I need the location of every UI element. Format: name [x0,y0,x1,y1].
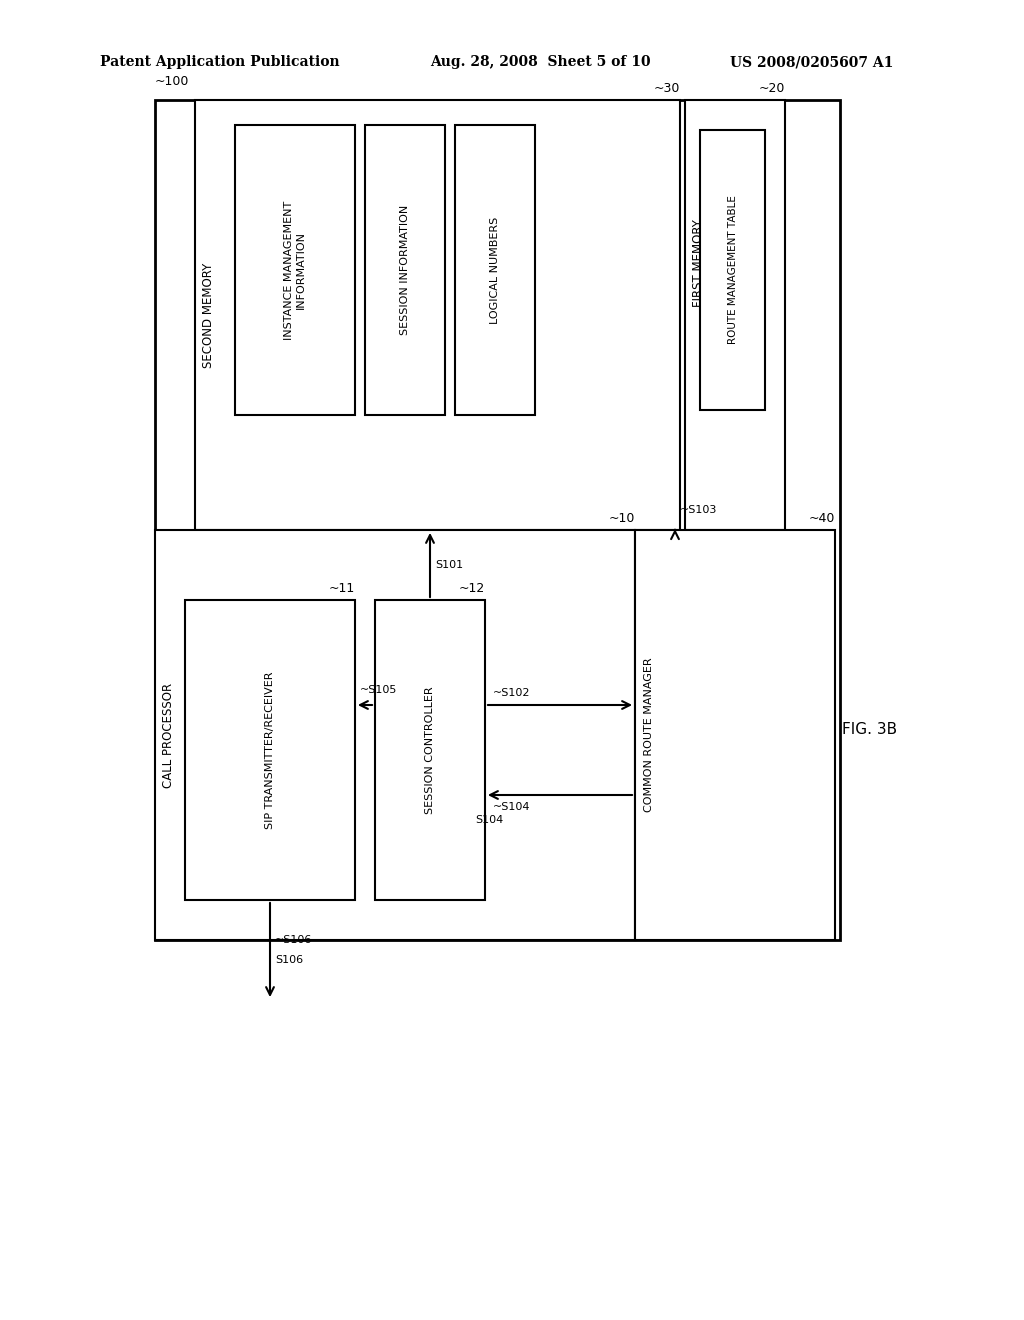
Text: CALL PROCESSOR: CALL PROCESSOR [163,682,175,788]
Bar [234,125,355,414]
Text: US 2008/0205607 A1: US 2008/0205607 A1 [730,55,893,69]
Text: SESSION INFORMATION: SESSION INFORMATION [400,205,410,335]
Text: ~S103: ~S103 [680,506,718,515]
Text: ~40: ~40 [809,512,835,525]
Text: Aug. 28, 2008  Sheet 5 of 10: Aug. 28, 2008 Sheet 5 of 10 [430,55,650,69]
Text: S101: S101 [435,560,463,570]
Text: ~S106: ~S106 [275,935,312,945]
Text: SESSION CONTROLLER: SESSION CONTROLLER [425,686,435,814]
Bar [700,129,765,411]
Bar [365,125,445,414]
Text: SECOND MEMORY: SECOND MEMORY [203,263,215,368]
Bar [635,531,835,940]
Bar [155,100,840,940]
Text: ~10: ~10 [608,512,635,525]
Text: ~12: ~12 [459,582,485,595]
Text: FIG. 3B: FIG. 3B [843,722,898,738]
Bar [155,531,635,940]
Bar [195,100,680,531]
Text: ~100: ~100 [155,75,189,88]
Text: LOGICAL NUMBERS: LOGICAL NUMBERS [490,216,500,323]
Bar [185,601,355,900]
Bar [685,100,785,531]
Text: COMMON ROUTE MANAGER: COMMON ROUTE MANAGER [644,657,654,812]
Bar [455,125,535,414]
Text: ~11: ~11 [329,582,355,595]
Text: ~S104: ~S104 [493,803,530,812]
Text: S104: S104 [475,814,503,825]
Bar [375,601,485,900]
Text: Patent Application Publication: Patent Application Publication [100,55,340,69]
Text: ~S105: ~S105 [360,685,397,696]
Text: ROUTE MANAGEMENT TABLE: ROUTE MANAGEMENT TABLE [727,195,737,345]
Text: INSTANCE MANAGEMENT
INFORMATION: INSTANCE MANAGEMENT INFORMATION [285,201,306,339]
Text: ~30: ~30 [653,82,680,95]
Text: SIP TRANSMITTER/RECEIVER: SIP TRANSMITTER/RECEIVER [265,672,275,829]
Text: S106: S106 [275,954,303,965]
Text: FIRST MEMORY: FIRST MEMORY [692,219,706,308]
Text: ~20: ~20 [759,82,785,95]
Text: ~S102: ~S102 [493,688,530,698]
